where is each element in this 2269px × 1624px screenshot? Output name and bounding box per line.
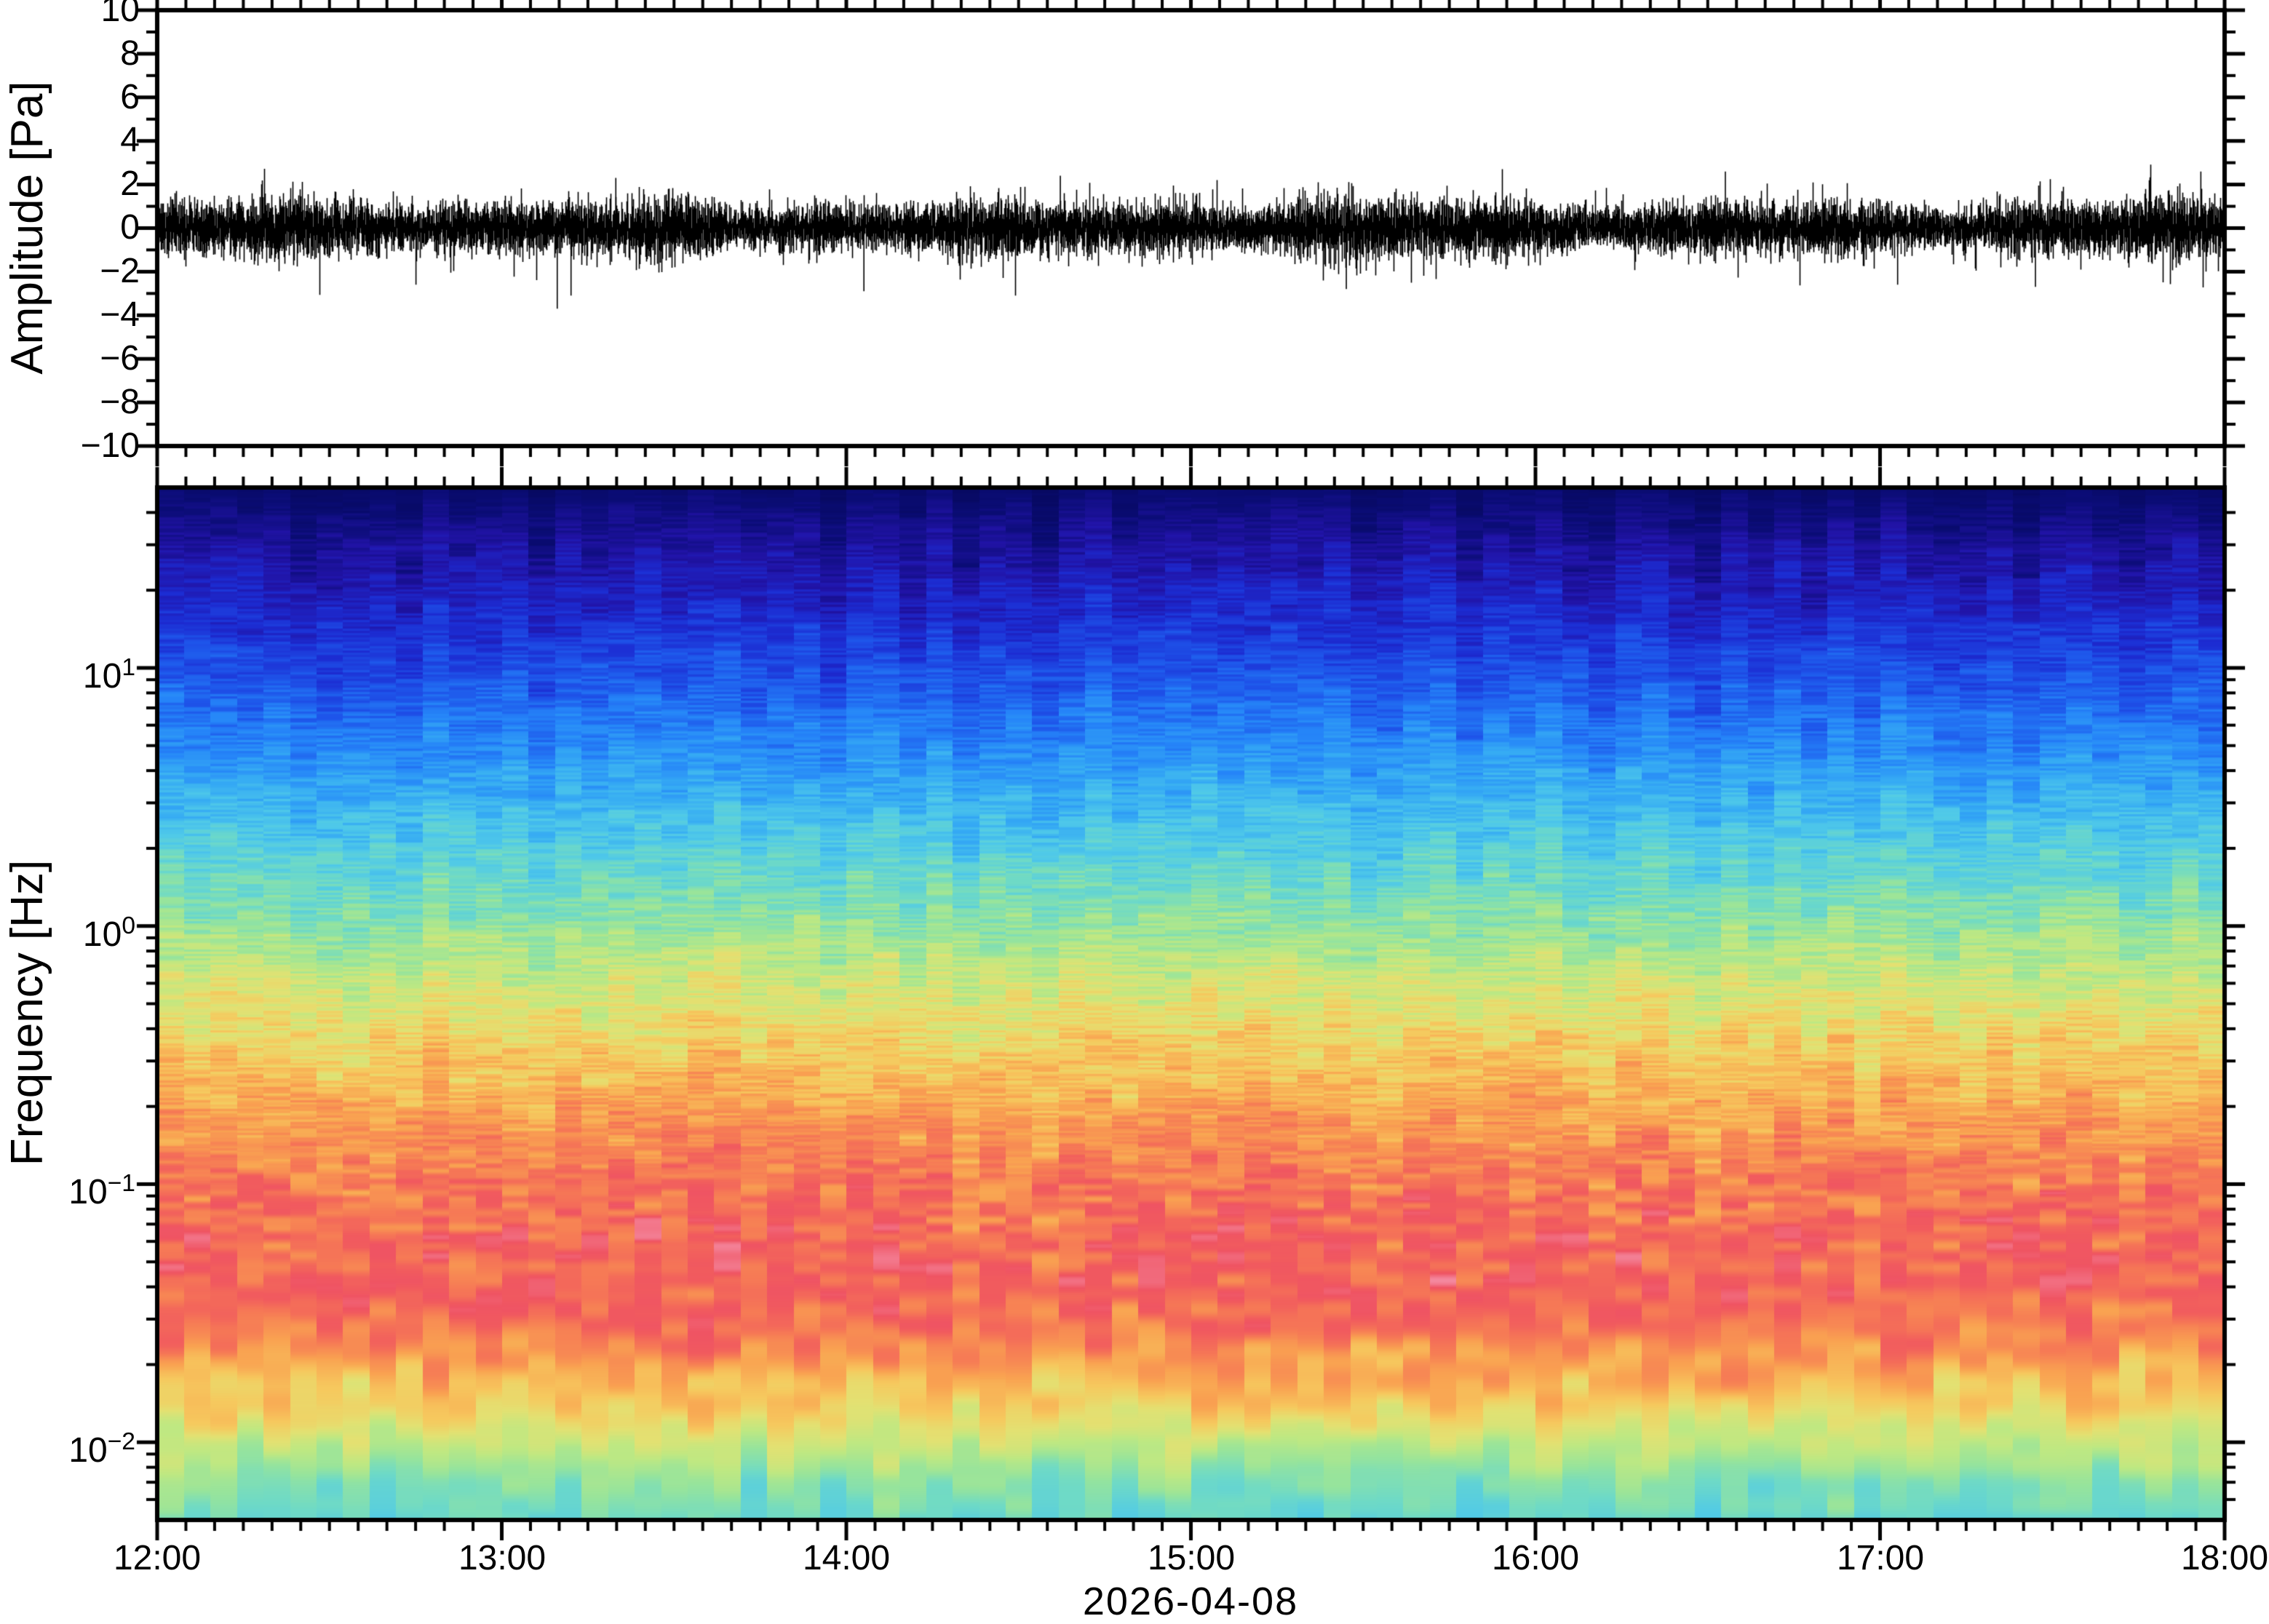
power-exponent: −1 — [107, 1170, 135, 1197]
amplitude-tick-label: 0 — [120, 208, 140, 247]
date-label: 2026-04-08 — [1082, 1580, 1299, 1623]
power-exponent: −2 — [107, 1428, 135, 1455]
power-base: 10 — [82, 915, 122, 954]
amplitude-tick-label: 4 — [120, 121, 140, 159]
amplitude-tick-label: −6 — [100, 339, 140, 378]
frequency-tick-label: 101 — [0, 643, 135, 701]
amplitude-tick-label: −2 — [100, 252, 140, 290]
time-tick-label: 14:00 — [802, 1539, 891, 1577]
amplitude-tick-label: 10 — [100, 0, 140, 29]
amplitude-tick-label: −8 — [100, 383, 140, 421]
frequency-tick-label: 100 — [0, 901, 135, 960]
frequency-tick-label: 10−1 — [0, 1159, 135, 1217]
power-base: 10 — [82, 657, 122, 696]
power-exponent: 1 — [122, 654, 135, 681]
time-tick-label: 17:00 — [1836, 1539, 1925, 1577]
amplitude-tick-label: −4 — [100, 295, 140, 334]
amplitude-axis-title: Amplitude [Pa] — [2, 81, 52, 375]
time-tick-label: 12:00 — [113, 1539, 202, 1577]
power-exponent: 0 — [122, 912, 135, 939]
time-tick-label: 13:00 — [458, 1539, 547, 1577]
time-tick-label: 16:00 — [1491, 1539, 1580, 1577]
power-base: 10 — [68, 1431, 108, 1470]
amplitude-tick-label: −10 — [80, 426, 140, 465]
amplitude-tick-label: 6 — [120, 78, 140, 116]
amplitude-tick-label: 8 — [120, 34, 140, 73]
time-tick-label: 18:00 — [2180, 1539, 2269, 1577]
amplitude-tick-label: 2 — [120, 164, 140, 203]
power-base: 10 — [68, 1173, 108, 1211]
frequency-tick-label: 10−2 — [0, 1417, 135, 1476]
frequency-axis-title: Frequency [Hz] — [2, 859, 52, 1166]
time-tick-label: 15:00 — [1147, 1539, 1236, 1577]
